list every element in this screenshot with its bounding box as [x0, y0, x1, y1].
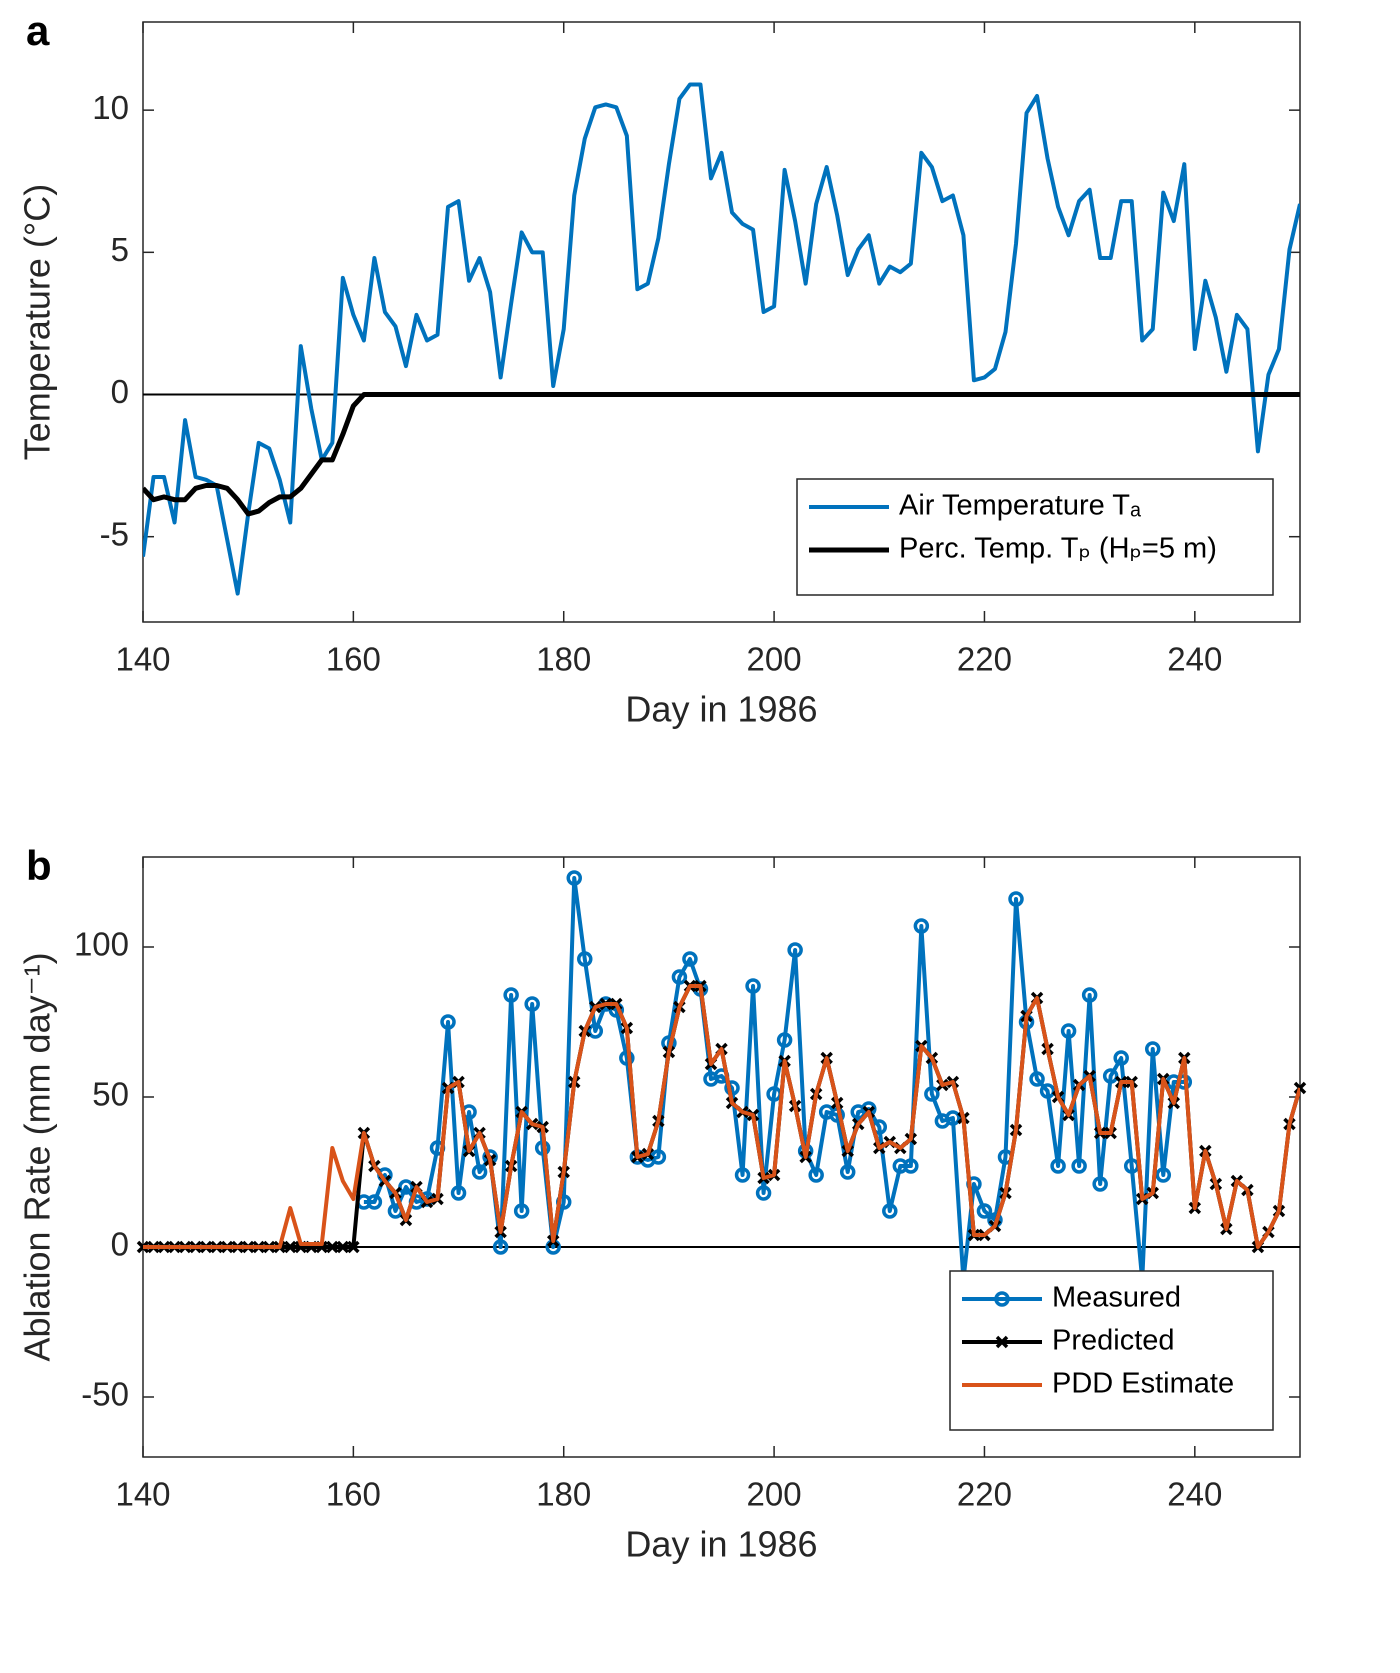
legend-label: Measured — [1052, 1282, 1181, 1314]
panel-label: b — [26, 842, 52, 889]
marker-circle — [671, 969, 688, 985]
marker-circle — [1071, 1158, 1087, 1174]
marker-cross — [284, 1240, 297, 1254]
x-tick-label: 220 — [957, 641, 1012, 678]
x-axis-label: Day in 1986 — [625, 689, 817, 730]
series-line — [143, 984, 1300, 1249]
marker-circle — [945, 1110, 961, 1126]
x-tick-label: 240 — [1167, 641, 1222, 678]
x-tick-label: 240 — [1167, 1476, 1222, 1513]
marker-circle — [882, 1203, 898, 1219]
x-tick-label: 180 — [536, 1476, 591, 1513]
x-tick-label: 220 — [957, 1476, 1012, 1513]
marker-circle — [524, 996, 540, 1012]
x-tick-label: 160 — [326, 641, 381, 678]
x-tick-label: 200 — [747, 641, 802, 678]
marker-circle — [1113, 1050, 1129, 1066]
marker-circle — [994, 1291, 1010, 1307]
y-axis-label: Temperature (°C) — [17, 184, 58, 460]
legend-label: Air Temperature Tₐ — [899, 490, 1141, 522]
marker-circle — [1144, 1041, 1161, 1057]
x-tick-label: 160 — [326, 1476, 381, 1513]
y-tick-label: 100 — [74, 926, 129, 963]
marker-cross — [326, 1240, 339, 1254]
marker-circle — [1102, 1068, 1119, 1084]
marker-circle — [755, 1185, 772, 1201]
series-line — [363, 876, 1185, 1282]
series-line — [143, 82, 1300, 596]
x-axis-label: Day in 1986 — [625, 1524, 817, 1565]
marker-circle — [808, 1167, 824, 1183]
marker-circle — [1008, 891, 1024, 907]
x-tick-label: 140 — [115, 641, 170, 678]
marker-circle — [492, 1239, 509, 1255]
legend-label: PDD Estimate — [1052, 1368, 1234, 1400]
marker-circle — [976, 1203, 993, 1219]
marker-circle — [366, 1194, 383, 1210]
marker-circle — [1039, 1083, 1056, 1099]
y-tick-label: 0 — [111, 373, 129, 410]
marker-circle — [587, 1023, 604, 1039]
x-tick-label: 180 — [536, 641, 591, 678]
y-tick-label: 10 — [92, 89, 129, 126]
marker-circle — [1081, 987, 1098, 1003]
y-tick-label: 0 — [111, 1226, 129, 1263]
marker-circle — [1155, 1167, 1172, 1183]
marker-circle — [440, 1014, 456, 1030]
x-tick-label: 140 — [115, 1476, 170, 1513]
marker-circle — [787, 942, 803, 958]
marker-circle — [1050, 1158, 1066, 1174]
marker-circle — [566, 870, 582, 886]
y-tick-label: 50 — [92, 1076, 129, 1113]
marker-circle — [1092, 1176, 1108, 1192]
marker-circle — [1060, 1023, 1077, 1039]
marker-cross — [336, 1240, 350, 1254]
series-line — [143, 392, 1300, 517]
marker-circle — [577, 951, 593, 967]
marker-circle — [903, 1158, 919, 1174]
marker-circle — [682, 951, 698, 967]
marker-cross — [347, 1240, 360, 1254]
marker-cross — [995, 1335, 1009, 1349]
marker-circle — [450, 1185, 467, 1201]
marker-circle — [913, 918, 930, 934]
marker-circle — [471, 1164, 488, 1180]
marker-circle — [513, 1203, 530, 1219]
marker-circle — [1029, 1071, 1045, 1087]
legend-box — [796, 478, 1274, 596]
marker-circle — [503, 987, 519, 1003]
y-axis-label: Ablation Rate (mm day⁻¹) — [17, 952, 58, 1361]
legend-label: Perc. Temp. Tₚ (Hₚ=5 m) — [899, 533, 1217, 565]
y-tick-label: 5 — [111, 231, 129, 268]
panel-label: a — [26, 7, 50, 54]
marker-circle — [745, 978, 761, 994]
marker-circle — [776, 1032, 793, 1048]
y-tick-label: -5 — [100, 515, 129, 552]
marker-circle — [398, 1179, 414, 1195]
marker-circle — [924, 1086, 940, 1102]
x-tick-label: 200 — [747, 1476, 802, 1513]
y-tick-label: -50 — [81, 1376, 129, 1413]
legend-label: Predicted — [1052, 1325, 1175, 1357]
marker-circle — [734, 1167, 751, 1183]
marker-circle — [839, 1164, 856, 1180]
